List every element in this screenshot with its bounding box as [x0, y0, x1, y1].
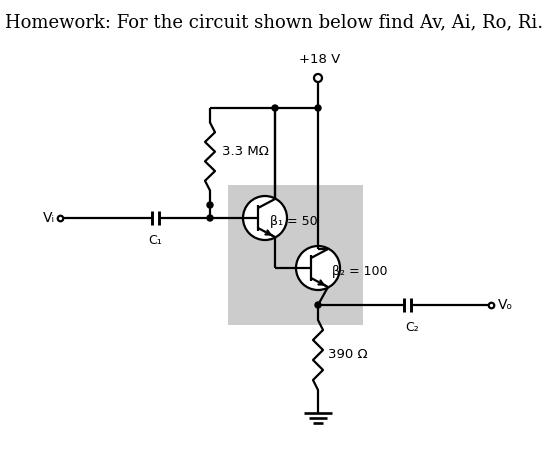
Circle shape	[272, 105, 278, 111]
Circle shape	[315, 105, 321, 111]
FancyBboxPatch shape	[228, 185, 363, 325]
Circle shape	[207, 202, 213, 208]
Text: +18 V: +18 V	[299, 53, 340, 66]
Text: 3.3 MΩ: 3.3 MΩ	[222, 145, 269, 158]
Text: β₁ = 50: β₁ = 50	[270, 214, 318, 227]
Circle shape	[243, 196, 287, 240]
Text: Homework: For the circuit shown below find Av, Ai, Ro, Ri.: Homework: For the circuit shown below fi…	[5, 13, 543, 31]
Text: C₁: C₁	[148, 234, 162, 247]
Text: Vᵢ: Vᵢ	[43, 211, 55, 225]
Text: 390 Ω: 390 Ω	[328, 348, 368, 361]
Circle shape	[296, 246, 340, 290]
Text: β₂ = 100: β₂ = 100	[332, 265, 388, 278]
Circle shape	[207, 215, 213, 221]
Circle shape	[315, 302, 321, 308]
Text: Vₒ: Vₒ	[498, 298, 513, 312]
Text: C₂: C₂	[406, 321, 419, 334]
